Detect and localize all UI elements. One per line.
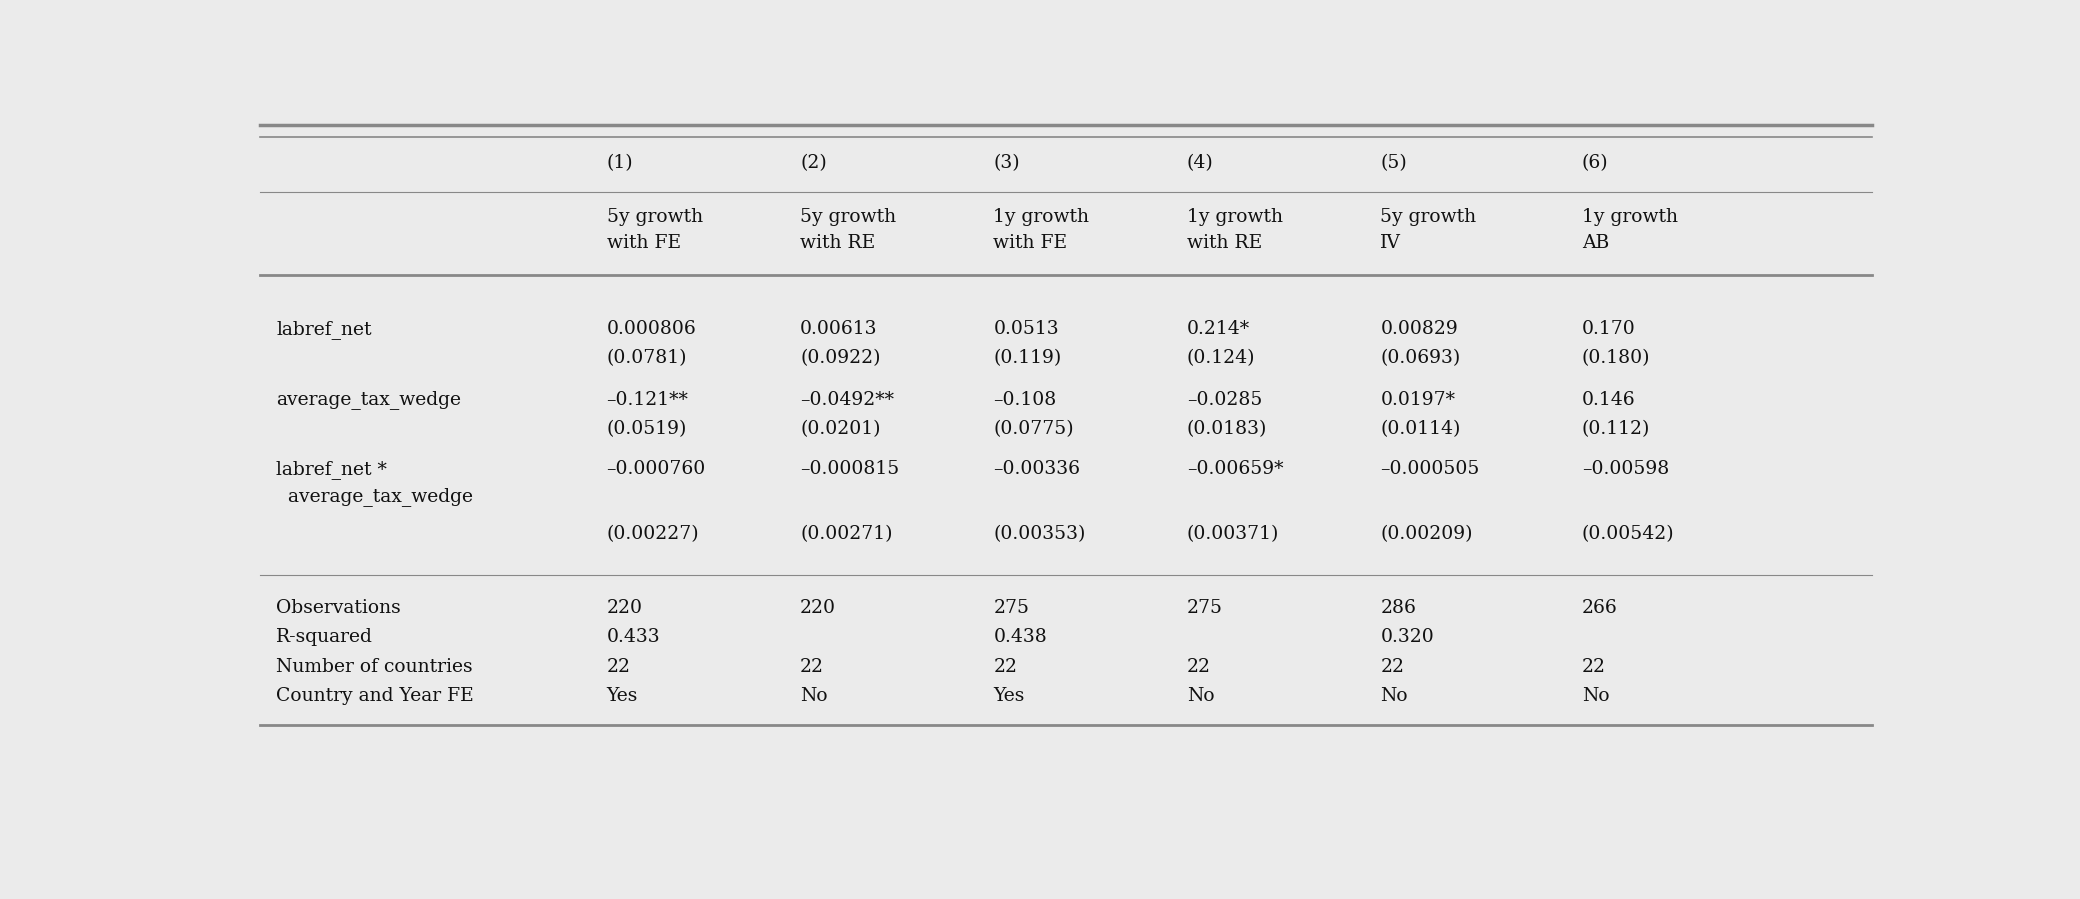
Text: 0.146: 0.146 — [1581, 391, 1635, 409]
Text: 275: 275 — [994, 599, 1030, 617]
Text: 1y growth: 1y growth — [1188, 208, 1283, 226]
Text: –0.000815: –0.000815 — [801, 460, 899, 478]
Text: 0.433: 0.433 — [607, 628, 659, 646]
Text: 0.320: 0.320 — [1381, 628, 1433, 646]
Text: –0.00659*: –0.00659* — [1188, 460, 1283, 478]
Text: 1y growth: 1y growth — [994, 208, 1090, 226]
Text: Yes: Yes — [607, 687, 639, 706]
Text: 0.170: 0.170 — [1581, 320, 1635, 338]
Text: 22: 22 — [1381, 658, 1404, 676]
Text: (0.0922): (0.0922) — [801, 350, 880, 368]
Text: (0.00227): (0.00227) — [607, 525, 699, 543]
Text: –0.000505: –0.000505 — [1381, 460, 1479, 478]
Text: IV: IV — [1381, 234, 1402, 252]
Text: average_tax_wedge: average_tax_wedge — [277, 390, 462, 409]
Text: 22: 22 — [1188, 658, 1211, 676]
Text: 5y growth: 5y growth — [607, 208, 703, 226]
Text: Yes: Yes — [994, 687, 1025, 706]
Text: –0.00336: –0.00336 — [994, 460, 1080, 478]
Text: (0.112): (0.112) — [1581, 420, 1649, 438]
Text: 22: 22 — [607, 658, 630, 676]
Text: (0.0114): (0.0114) — [1381, 420, 1460, 438]
Text: 0.214*: 0.214* — [1188, 320, 1250, 338]
Text: 22: 22 — [1581, 658, 1606, 676]
Text: No: No — [1581, 687, 1610, 706]
Text: –0.00598: –0.00598 — [1581, 460, 1668, 478]
Text: (0.0519): (0.0519) — [607, 420, 686, 438]
Text: (4): (4) — [1188, 155, 1213, 173]
Text: (2): (2) — [801, 155, 826, 173]
Text: No: No — [1188, 687, 1215, 706]
Text: (0.0781): (0.0781) — [607, 350, 686, 368]
Text: –0.0285: –0.0285 — [1188, 391, 1263, 409]
Text: (0.180): (0.180) — [1581, 350, 1649, 368]
Text: (0.119): (0.119) — [994, 350, 1061, 368]
Text: (0.0693): (0.0693) — [1381, 350, 1460, 368]
Text: (0.00371): (0.00371) — [1188, 525, 1279, 543]
Text: 5y growth: 5y growth — [801, 208, 896, 226]
Text: 286: 286 — [1381, 599, 1416, 617]
Text: (1): (1) — [607, 155, 632, 173]
Text: (0.0201): (0.0201) — [801, 420, 880, 438]
Text: (5): (5) — [1381, 155, 1406, 173]
Text: (0.0775): (0.0775) — [994, 420, 1073, 438]
Text: –0.121**: –0.121** — [607, 391, 688, 409]
Text: 266: 266 — [1581, 599, 1618, 617]
Text: 5y growth: 5y growth — [1381, 208, 1477, 226]
Text: 1y growth: 1y growth — [1581, 208, 1679, 226]
Text: No: No — [1381, 687, 1408, 706]
Text: 0.0513: 0.0513 — [994, 320, 1059, 338]
Text: (6): (6) — [1581, 155, 1608, 173]
Text: (0.124): (0.124) — [1188, 350, 1256, 368]
Text: 0.0197*: 0.0197* — [1381, 391, 1456, 409]
Text: 0.00829: 0.00829 — [1381, 320, 1458, 338]
Text: (0.0183): (0.0183) — [1188, 420, 1267, 438]
Text: with RE: with RE — [1188, 234, 1263, 252]
Text: 22: 22 — [801, 658, 824, 676]
Text: No: No — [801, 687, 828, 706]
Text: 0.000806: 0.000806 — [607, 320, 697, 338]
Text: Observations: Observations — [277, 599, 401, 617]
Text: (0.00353): (0.00353) — [994, 525, 1086, 543]
Text: 220: 220 — [607, 599, 643, 617]
Text: (0.00209): (0.00209) — [1381, 525, 1473, 543]
Text: (0.00542): (0.00542) — [1581, 525, 1674, 543]
Text: labref_net *: labref_net * — [277, 459, 387, 478]
Text: 0.00613: 0.00613 — [801, 320, 878, 338]
Text: AB: AB — [1581, 234, 1610, 252]
Text: –0.000760: –0.000760 — [607, 460, 705, 478]
Text: R-squared: R-squared — [277, 628, 372, 646]
Text: with FE: with FE — [607, 234, 680, 252]
Text: labref_net: labref_net — [277, 320, 372, 339]
Text: Number of countries: Number of countries — [277, 658, 472, 676]
Text: Country and Year FE: Country and Year FE — [277, 687, 474, 706]
Text: with FE: with FE — [994, 234, 1067, 252]
Text: (3): (3) — [994, 155, 1019, 173]
Text: 275: 275 — [1188, 599, 1223, 617]
Text: 22: 22 — [994, 658, 1017, 676]
Text: with RE: with RE — [801, 234, 876, 252]
Text: –0.108: –0.108 — [994, 391, 1057, 409]
Text: 220: 220 — [801, 599, 836, 617]
Text: –0.0492**: –0.0492** — [801, 391, 894, 409]
Text: average_tax_wedge: average_tax_wedge — [277, 487, 472, 506]
Text: 0.438: 0.438 — [994, 628, 1046, 646]
Text: (0.00271): (0.00271) — [801, 525, 892, 543]
